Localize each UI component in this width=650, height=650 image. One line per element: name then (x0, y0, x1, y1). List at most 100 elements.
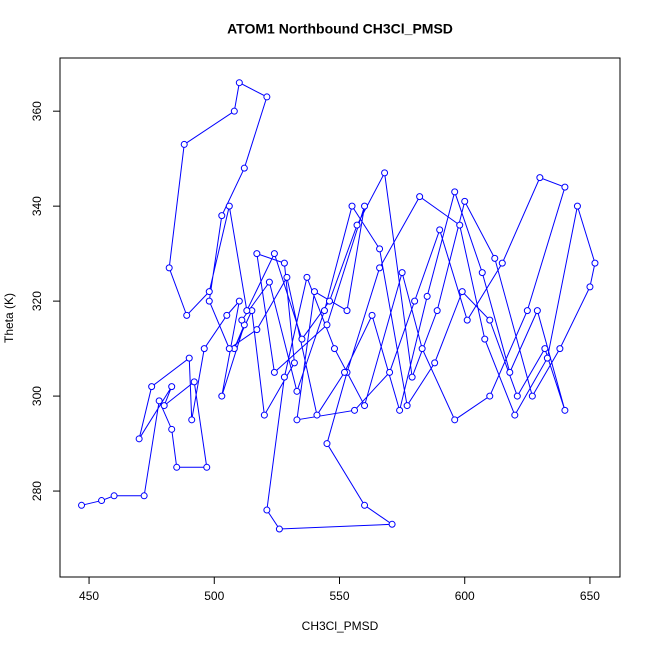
data-point (203, 463, 211, 471)
data-point (303, 273, 311, 281)
data-point (253, 326, 261, 334)
data-point (533, 307, 541, 315)
data-point (243, 307, 251, 315)
data-point (491, 254, 499, 262)
data-point (270, 250, 278, 258)
data-point (361, 202, 369, 210)
data-point (386, 368, 394, 376)
data-point (298, 335, 306, 343)
data-point (561, 183, 569, 191)
data-point (168, 383, 176, 391)
data-point (238, 316, 246, 324)
y-tick-label: 340 (30, 196, 44, 216)
data-point (110, 492, 118, 500)
data-point (368, 311, 376, 319)
data-point (506, 368, 514, 376)
data-point (528, 392, 536, 400)
data-point (225, 202, 233, 210)
data-point (433, 307, 441, 315)
data-point (293, 387, 301, 395)
data-point (320, 307, 328, 315)
x-tick-label: 500 (204, 589, 224, 603)
data-point (418, 345, 426, 353)
data-point (486, 316, 494, 324)
data-point (280, 259, 288, 267)
data-point (98, 497, 106, 505)
data-point (263, 93, 271, 101)
data-point (185, 354, 193, 362)
data-point (275, 525, 283, 533)
data-point (513, 392, 521, 400)
data-point (165, 264, 173, 272)
data-point (436, 226, 444, 234)
y-axis-label: Theta (K) (2, 293, 16, 343)
data-point (361, 402, 369, 410)
data-point (205, 288, 213, 296)
data-point (280, 373, 288, 381)
data-point (223, 311, 231, 319)
data-point (381, 169, 389, 177)
data-point (135, 435, 143, 443)
plot-frame (59, 57, 621, 578)
data-point (265, 278, 273, 286)
data-point (523, 307, 531, 315)
y-tick-label: 280 (30, 481, 44, 501)
data-point (180, 140, 188, 148)
data-point (330, 345, 338, 353)
data-point (240, 164, 248, 172)
x-tick-label: 450 (79, 589, 99, 603)
data-point (403, 402, 411, 410)
x-tick-label: 650 (580, 589, 600, 603)
data-point (260, 411, 268, 419)
data-point (423, 292, 431, 300)
data-point (431, 359, 439, 367)
data-point (323, 321, 331, 329)
data-point (408, 373, 416, 381)
data-point (411, 297, 419, 305)
y-tick-label: 300 (30, 386, 44, 406)
data-point (183, 311, 191, 319)
series-line (81, 81, 596, 530)
data-point (586, 283, 594, 291)
data-point (543, 354, 551, 362)
data-point (416, 193, 424, 201)
data-point (235, 297, 243, 305)
data-point (451, 188, 459, 196)
data-point (486, 392, 494, 400)
data-point (458, 288, 466, 296)
data-point (155, 397, 163, 405)
data-point (253, 250, 261, 258)
data-point (388, 520, 396, 528)
data-point (218, 212, 226, 220)
data-point (190, 378, 198, 386)
data-point (263, 506, 271, 514)
data-point (556, 345, 564, 353)
x-tick-label: 550 (329, 589, 349, 603)
data-point (148, 383, 156, 391)
data-point (235, 79, 243, 87)
data-point (498, 259, 506, 267)
data-point (541, 345, 549, 353)
data-point (341, 368, 349, 376)
data-point (376, 264, 384, 272)
data-point (313, 411, 321, 419)
x-tick-label: 600 (455, 589, 475, 603)
data-point (478, 269, 486, 277)
data-point (463, 316, 471, 324)
data-point (205, 297, 213, 305)
x-axis-label: CH3Cl_PMSD (302, 619, 379, 633)
data-point (200, 345, 208, 353)
data-point (481, 335, 489, 343)
data-point (218, 392, 226, 400)
data-point (140, 492, 148, 500)
data-point (160, 402, 168, 410)
data-point (173, 463, 181, 471)
data-point (351, 406, 359, 414)
data-point (343, 307, 351, 315)
data-point (323, 440, 331, 448)
y-tick-label: 360 (30, 101, 44, 121)
data-point (290, 359, 298, 367)
chart-title: ATOM1 Northbound CH3Cl_PMSD (227, 21, 453, 37)
data-point (270, 368, 278, 376)
